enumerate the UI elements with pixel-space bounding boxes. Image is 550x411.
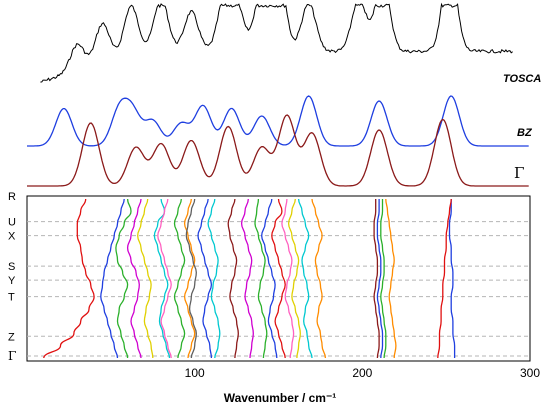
dispersion-band-13 — [240, 198, 254, 359]
dispersion-band-3 — [126, 198, 142, 359]
dispersion-band-1 — [100, 198, 125, 359]
dispersion-band-26 — [437, 198, 452, 359]
dispersion-band-16 — [271, 198, 286, 359]
x-tick-label: 300 — [520, 366, 540, 380]
kpoint-label: Γ — [8, 349, 16, 363]
dispersion-band-22 — [376, 199, 384, 359]
dispersion-band-18 — [287, 198, 301, 359]
series-label-gamma: Γ — [514, 164, 524, 182]
dispersion-band-6 — [157, 198, 172, 359]
dispersion-band-0 — [43, 198, 95, 359]
kpoint-label: T — [8, 292, 15, 304]
kpoint-label: S — [8, 261, 15, 273]
dispersion-band-17 — [281, 198, 295, 359]
dispersion-plot-frame — [26, 195, 531, 362]
series-label-tosca: TOSCA — [503, 73, 541, 85]
x-tick-label: 200 — [352, 366, 372, 380]
dispersion-band-20 — [311, 198, 327, 359]
dispersion-band-10 — [197, 198, 213, 359]
x-axis-label: Wavenumber / cm⁻¹ — [224, 391, 337, 405]
spectrum-line-gamma — [27, 114, 529, 187]
kpoint-label: Y — [8, 275, 16, 287]
dispersion-band-4 — [137, 198, 154, 359]
dispersion-band-7 — [173, 198, 186, 359]
dispersion-band-25 — [448, 199, 456, 358]
dispersion-band-12 — [227, 198, 239, 359]
kpoint-labels: R UX SYT ZΓ — [8, 191, 16, 363]
x-tick-labels: 100 200 300 — [185, 366, 541, 380]
dispersion-band-14 — [254, 198, 268, 359]
kpoint-label: U — [8, 217, 16, 229]
dispersion-band-9 — [185, 198, 197, 359]
kpoint-label: X — [8, 231, 16, 243]
series-label-bz: BZ — [517, 127, 533, 139]
dispersion-band-19 — [297, 198, 313, 359]
spectrum-line-tosca — [40, 2, 513, 83]
x-tick-label: 100 — [185, 366, 205, 380]
dispersion-band-2 — [115, 198, 132, 359]
dispersion-band-24 — [385, 198, 397, 359]
dispersion-band-21 — [373, 199, 380, 359]
dispersion-band-5 — [153, 198, 171, 359]
dispersion-band-11 — [207, 198, 221, 359]
kpoint-label: Z — [8, 331, 15, 343]
dispersion-band-8 — [183, 198, 196, 359]
dispersion-band-15 — [261, 198, 278, 359]
dispersion-band-23 — [380, 198, 387, 359]
kpoint-label: R — [8, 191, 16, 203]
spectra-panel — [27, 2, 529, 187]
dispersion-bands — [43, 198, 456, 359]
